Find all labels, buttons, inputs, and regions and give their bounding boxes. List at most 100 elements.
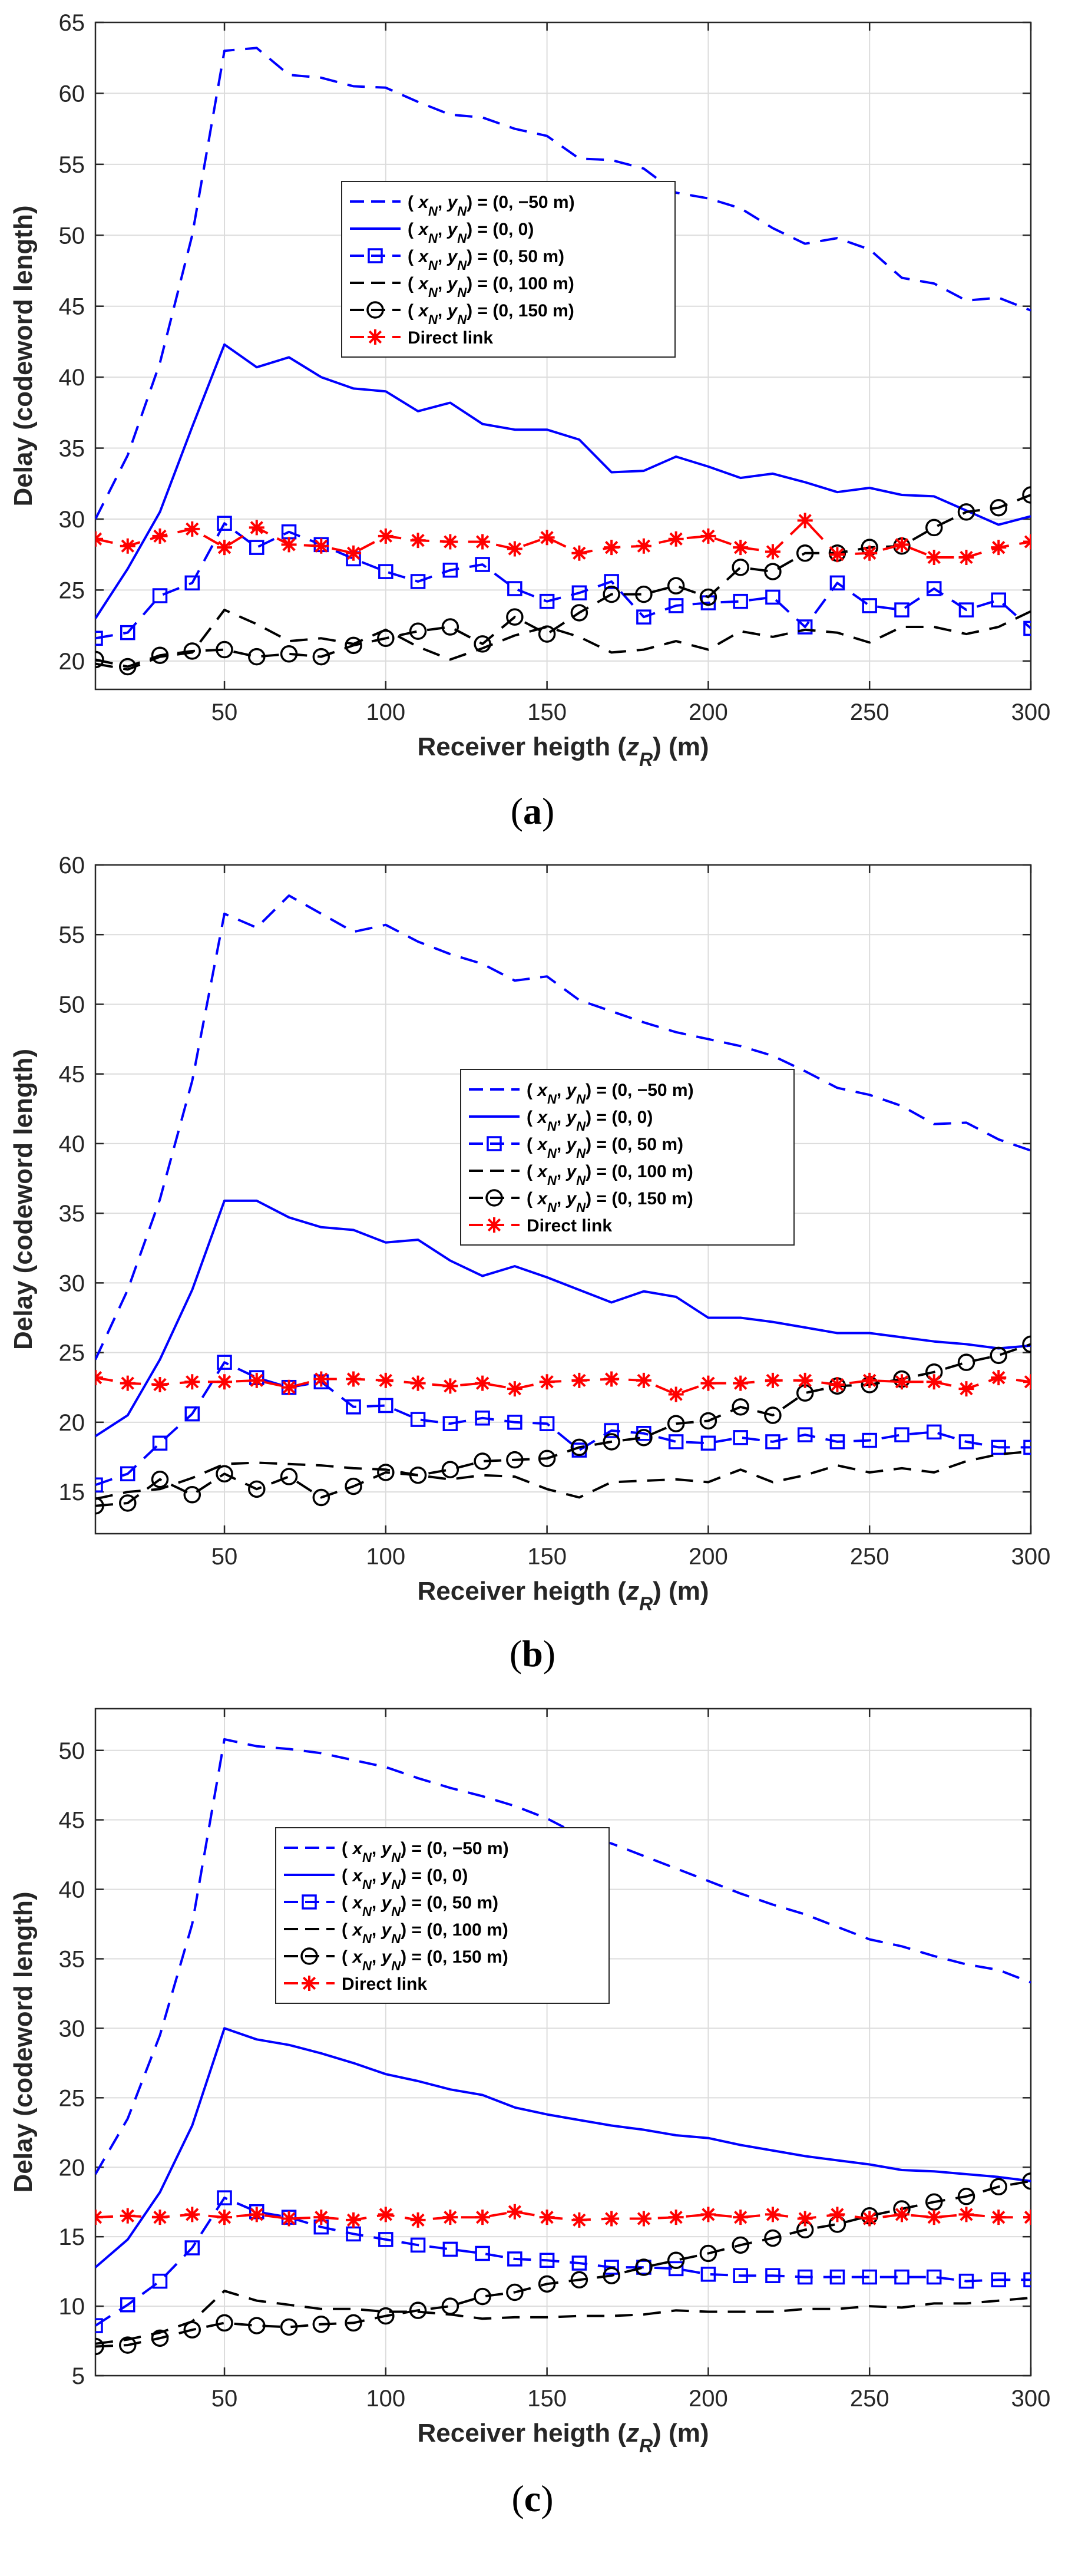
series-line-4 <box>95 494 1031 668</box>
marker-square-15 <box>571 585 587 600</box>
marker-square-27 <box>958 2273 974 2289</box>
marker-circle-17 <box>635 1429 653 1446</box>
marker-circle-28 <box>990 498 1007 517</box>
marker-circle-19 <box>699 588 717 606</box>
marker-asterisk-3 <box>184 2207 200 2222</box>
marker-square-17 <box>636 2260 651 2275</box>
gridlines <box>95 1709 1031 2376</box>
marker-square-25 <box>894 602 909 617</box>
marker-asterisk-4 <box>217 2210 233 2225</box>
marker-circle-28 <box>990 1346 1007 1365</box>
legend-label: ( xN, yN) = (0, 100 m) <box>342 1920 508 1946</box>
marker-asterisk-5 <box>249 1372 264 1388</box>
marker-square-2 <box>152 2273 168 2289</box>
marker-asterisk-7 <box>313 538 329 554</box>
marker-asterisk-8 <box>346 1371 362 1387</box>
marker-circle-6 <box>280 645 298 663</box>
x-tick-label: 100 <box>366 699 405 725</box>
marker-square-9 <box>378 2232 393 2247</box>
marker-square-24 <box>862 1432 877 1448</box>
marker-asterisk-6 <box>281 2211 297 2227</box>
marker-asterisk-5 <box>302 1976 317 1991</box>
legend-box <box>275 1827 610 2004</box>
marker-asterisk-26 <box>926 550 942 566</box>
legend-box <box>460 1069 795 1246</box>
marker-asterisk-23 <box>829 547 845 563</box>
marker-circle-5 <box>248 648 266 666</box>
marker-asterisk-16 <box>604 1371 620 1387</box>
plot-frame <box>94 1708 1032 2377</box>
marker-square-12 <box>475 557 490 572</box>
marker-circle-3 <box>183 642 201 660</box>
marker-asterisk-13 <box>507 541 522 557</box>
marker-square-16 <box>604 1423 619 1438</box>
marker-circle-8 <box>345 636 362 655</box>
y-tick-label: 30 <box>59 507 85 533</box>
y-tick-label: 35 <box>59 436 85 462</box>
marker-circle-27 <box>957 1353 975 1371</box>
marker-circle-26 <box>925 518 943 537</box>
marker-square-18 <box>668 1434 684 1449</box>
marker-square-12 <box>475 1410 490 1426</box>
marker-asterisk-5 <box>368 329 383 345</box>
marker-circle-27 <box>957 503 975 521</box>
marker-asterisk-22 <box>797 1372 813 1388</box>
y-tick-label: 25 <box>59 2085 85 2111</box>
x-tick-label: 150 <box>527 1544 567 1570</box>
marker-circle-8 <box>345 1477 362 1495</box>
marker-asterisk-25 <box>894 2207 909 2222</box>
marker-square-10 <box>410 2237 426 2253</box>
marker-square-29 <box>1023 2272 1031 2288</box>
series-line-1 <box>95 1199 1031 1438</box>
series-group <box>95 1738 1031 2356</box>
marker-square-13 <box>507 1415 522 1430</box>
y-tick-label: 20 <box>59 2155 85 2181</box>
marker-asterisk-0 <box>95 1370 103 1386</box>
marker-square-28 <box>991 2272 1006 2288</box>
series-line-1 <box>95 343 1031 619</box>
marker-circle-11 <box>441 618 459 636</box>
marker-circle-8 <box>345 2314 362 2332</box>
y-tick-label: 45 <box>59 294 85 320</box>
x-tick-label: 50 <box>211 1544 238 1570</box>
marker-square-21 <box>765 589 780 605</box>
marker-square-21 <box>765 1434 780 1449</box>
x-tick-label: 50 <box>211 699 238 725</box>
marker-asterisk-29 <box>1023 534 1031 550</box>
y-tick-label: 50 <box>59 223 85 249</box>
marker-circle-0 <box>95 650 104 669</box>
legend-label: ( xN, yN) = (0, 100 m) <box>527 1162 693 1188</box>
marker-square-15 <box>571 2255 587 2271</box>
marker-asterisk-16 <box>604 2211 620 2227</box>
x-axis-label: Receiver heigth (zR) (m) <box>418 1577 709 1614</box>
marker-square-19 <box>700 1435 716 1451</box>
marker-asterisk-0 <box>95 531 103 547</box>
marker-square-23 <box>829 1434 845 1449</box>
marker-asterisk-18 <box>668 1386 684 1402</box>
marker-circle-10 <box>409 1466 427 1484</box>
marker-asterisk-4 <box>217 1374 233 1390</box>
plot-frame <box>94 21 1032 691</box>
marker-square-9 <box>378 564 393 579</box>
marker-circle-29 <box>1022 486 1031 504</box>
marker-square-11 <box>442 1416 458 1431</box>
marker-asterisk-10 <box>410 1375 426 1391</box>
marker-asterisk-25 <box>894 537 909 553</box>
x-tick-label: 300 <box>1011 699 1051 725</box>
y-tick-label: 35 <box>59 1947 85 1973</box>
marker-circle-20 <box>732 559 749 576</box>
marker-square-22 <box>797 1427 813 1442</box>
marker-square-26 <box>926 581 942 596</box>
marker-square-18 <box>668 2261 684 2277</box>
marker-circle-11 <box>441 1461 459 1478</box>
marker-square-0 <box>95 2318 103 2333</box>
marker-circle-4 <box>300 1947 318 1965</box>
marker-asterisk-4 <box>217 540 233 556</box>
marker-circle-19 <box>699 2244 717 2263</box>
legend-label: ( xN, yN) = (0, 50 m) <box>408 247 564 273</box>
marker-circle-4 <box>485 1189 503 1207</box>
marker-asterisk-24 <box>862 1372 878 1388</box>
marker-circle-2 <box>151 646 169 664</box>
marker-circle-21 <box>764 563 782 580</box>
